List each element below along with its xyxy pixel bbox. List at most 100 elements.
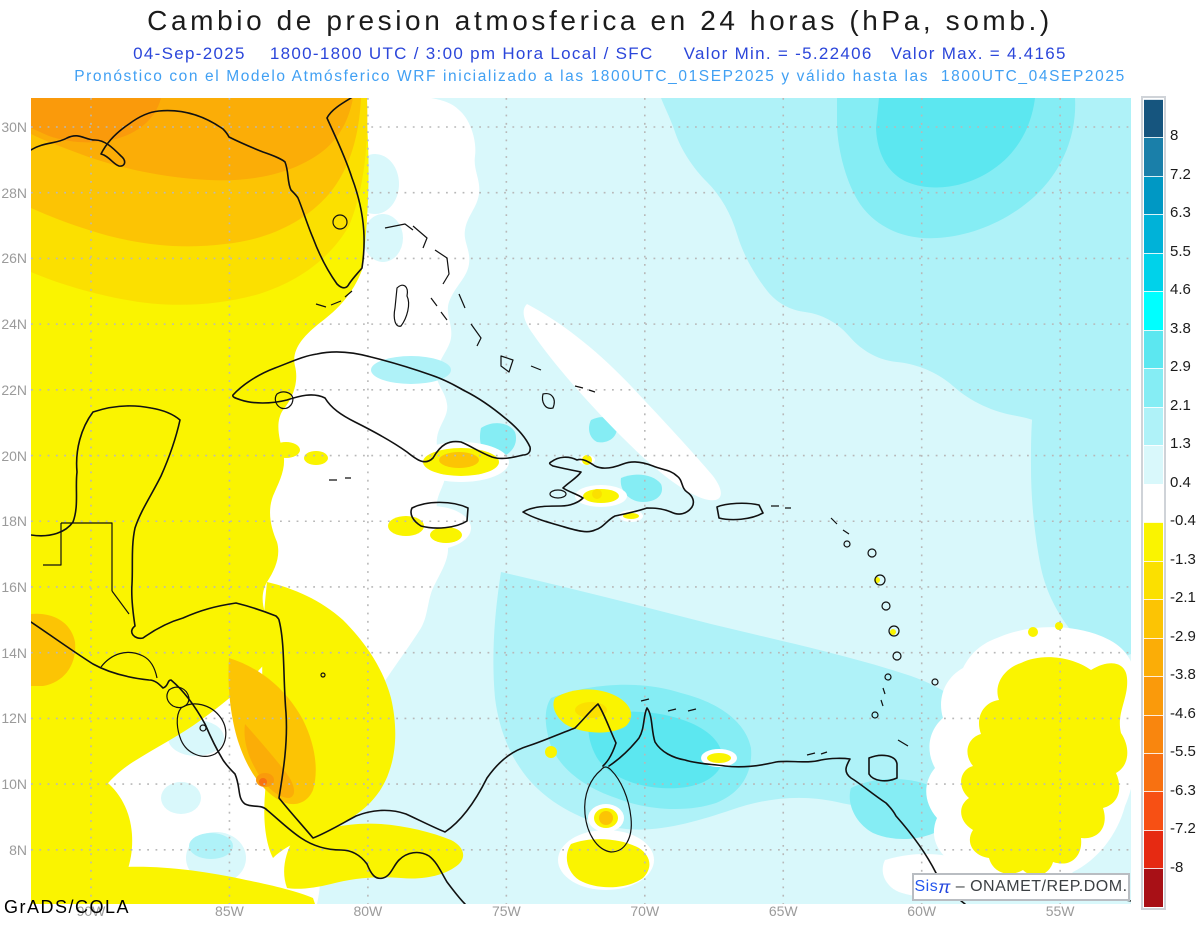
pressure-change-map: [31, 98, 1131, 904]
abc-islands: [640, 698, 697, 712]
onamet-label: – ONAMET/REP.DOM.: [950, 878, 1128, 895]
lat-lon-grid: [31, 98, 1131, 904]
lat-label: 28N: [1, 184, 27, 201]
colorbar-cell: [1144, 137, 1163, 176]
lat-label: 8N: [9, 841, 27, 858]
colorbar-cell: [1144, 637, 1163, 677]
colorbar-cell: [1144, 483, 1163, 523]
venezuela-coast: [608, 707, 966, 904]
hispaniola-coast: [522, 456, 695, 533]
colorbar-cell: [1144, 714, 1163, 753]
colorbar-cell: [1144, 560, 1163, 600]
pi-symbol: π: [938, 876, 951, 897]
lat-label: 22N: [1, 381, 27, 398]
cayman-islands: [329, 477, 351, 481]
subtitle-validity: 04-Sep-2025 1800-1800 UTC / 3:00 pm Hora…: [133, 44, 1067, 63]
colorbar-level: 6.3: [1170, 204, 1191, 222]
coastlines: [31, 98, 1131, 904]
colorbar-segments: [1144, 99, 1163, 907]
san-andres-island: [320, 672, 326, 678]
colorbar-level: 7.2: [1170, 165, 1191, 183]
colorbar-level: -7.2: [1170, 820, 1196, 838]
page-title: Cambio de presion atmosferica en 24 hora…: [147, 5, 1053, 36]
colorbar-level: 1.3: [1170, 435, 1191, 453]
gonave-island: [549, 489, 567, 499]
colorbar-level: -8: [1170, 858, 1184, 876]
field-yellow: [31, 98, 1128, 904]
ometepe-island: [199, 724, 207, 732]
colorbar-level: -2.1: [1170, 589, 1196, 607]
lat-label: 20N: [1, 447, 27, 464]
colorbar-level: 2.1: [1170, 396, 1191, 414]
colorbar-cell: [1144, 829, 1163, 869]
lat-label: 10N: [1, 776, 27, 793]
lon-label: 90W: [76, 903, 106, 919]
colorbar-level: 0.4: [1170, 473, 1191, 491]
lon-label: 85W: [215, 903, 244, 919]
colorbar-cell: [1144, 522, 1163, 561]
colorbar-level: -0.4: [1170, 512, 1196, 530]
lat-label: 18N: [1, 513, 27, 530]
lat-label: 12N: [1, 710, 27, 727]
lake-nicaragua: [176, 703, 227, 757]
lake-maracaibo: [584, 766, 632, 853]
country-borders: [43, 522, 158, 679]
lake-managua: [166, 686, 190, 709]
trinidad: [868, 754, 898, 782]
lake-okeechobee: [332, 214, 348, 230]
colorbar: [1141, 96, 1166, 910]
sispi-brand: Sis: [914, 878, 939, 895]
colorbar-level: -5.5: [1170, 743, 1196, 761]
yucatan-central-america: [31, 405, 617, 839]
colorbar-cell: [1144, 445, 1163, 484]
colorbar-cell: [1144, 406, 1163, 446]
lat-label: 26N: [1, 250, 27, 267]
colorbar-cell: [1144, 599, 1163, 638]
lon-label: 80W: [353, 903, 383, 919]
lon-label: 70W: [630, 903, 660, 919]
colorbar-cell: [1144, 175, 1163, 215]
colorbar-level: -1.3: [1170, 550, 1196, 568]
colorbar-level: 8: [1170, 127, 1179, 145]
isla-juventud: [274, 391, 294, 410]
lon-label: 65W: [768, 903, 798, 919]
colorbar-level: 5.5: [1170, 242, 1191, 260]
lon-label: 55W: [1045, 903, 1075, 919]
lat-label: 24N: [1, 316, 27, 333]
colorbar-level: 2.9: [1170, 358, 1191, 376]
subtitle-model-info: Pronóstico con el Modelo Atmósferico WRF…: [74, 68, 1126, 85]
colorbar-level: -3.8: [1170, 666, 1196, 684]
colorbar-cell: [1144, 752, 1163, 792]
colorbar-level: -6.3: [1170, 781, 1196, 799]
field-cyan-3: [588, 98, 1035, 789]
colorbar-cell: [1144, 291, 1163, 330]
lon-label: 75W: [491, 903, 521, 919]
colorbar-cell: [1144, 329, 1163, 369]
colorbar-cell: [1144, 676, 1163, 715]
pacific-coast: [31, 621, 466, 904]
lat-label: 30N: [1, 119, 27, 135]
lon-label: 60W: [907, 903, 937, 919]
cuba-coast: [232, 351, 531, 463]
colorbar-cell: [1144, 252, 1163, 292]
colorbar-level: 3.8: [1170, 319, 1191, 337]
lat-label: 14N: [1, 644, 27, 661]
gulf-coast-florida: [31, 98, 365, 289]
grads-credit: GrADS/COLA: [4, 897, 131, 917]
colorbar-cell: [1144, 214, 1163, 253]
colorbar-level: -2.9: [1170, 627, 1196, 645]
colorbar-cell: [1144, 368, 1163, 407]
puerto-rico: [716, 502, 764, 521]
lesser-antilles: [771, 505, 939, 747]
margarita-island: [806, 751, 828, 756]
colorbar-cell: [1144, 791, 1163, 830]
colorbar-cell: [1144, 868, 1163, 907]
colorbar-level: -4.6: [1170, 704, 1196, 722]
florida-keys: [315, 290, 353, 308]
jamaica: [410, 501, 469, 529]
colorbar-level: 4.6: [1170, 281, 1191, 299]
colorbar-cell: [1144, 99, 1163, 138]
bahamas-islands: [384, 223, 596, 409]
sispi-onamet-box: Sis π – ONAMET/REP.DOM.: [912, 873, 1130, 901]
